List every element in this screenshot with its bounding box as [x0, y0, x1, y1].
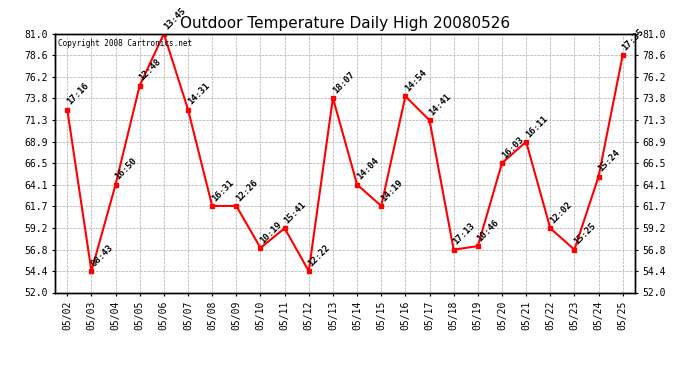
- Text: 15:25: 15:25: [572, 222, 598, 247]
- Text: 16:31: 16:31: [210, 178, 235, 203]
- Text: 12:02: 12:02: [548, 200, 573, 225]
- Text: 15:24: 15:24: [596, 148, 622, 174]
- Text: 12:22: 12:22: [306, 243, 332, 268]
- Text: 17:35: 17:35: [620, 27, 646, 52]
- Text: 16:03: 16:03: [500, 135, 525, 160]
- Text: Copyright 2008 Cartronics.net: Copyright 2008 Cartronics.net: [58, 39, 193, 48]
- Text: 14:41: 14:41: [427, 92, 453, 117]
- Text: 17:16: 17:16: [65, 81, 90, 107]
- Text: 15:41: 15:41: [282, 200, 308, 225]
- Text: 14:31: 14:31: [186, 81, 211, 107]
- Text: 10:19: 10:19: [258, 220, 284, 245]
- Text: 10:46: 10:46: [475, 218, 501, 243]
- Text: 14:19: 14:19: [379, 178, 404, 203]
- Text: 12:26: 12:26: [234, 178, 259, 203]
- Text: 14:04: 14:04: [355, 156, 380, 182]
- Text: 16:50: 16:50: [113, 156, 139, 182]
- Title: Outdoor Temperature Daily High 20080526: Outdoor Temperature Daily High 20080526: [180, 16, 510, 31]
- Text: 16:11: 16:11: [524, 114, 549, 139]
- Text: 12:48: 12:48: [137, 57, 163, 83]
- Text: 08:43: 08:43: [89, 243, 115, 268]
- Text: 17:13: 17:13: [451, 222, 477, 247]
- Text: 14:54: 14:54: [403, 68, 428, 93]
- Text: 18:07: 18:07: [331, 70, 356, 95]
- Text: 13:45: 13:45: [161, 6, 187, 31]
